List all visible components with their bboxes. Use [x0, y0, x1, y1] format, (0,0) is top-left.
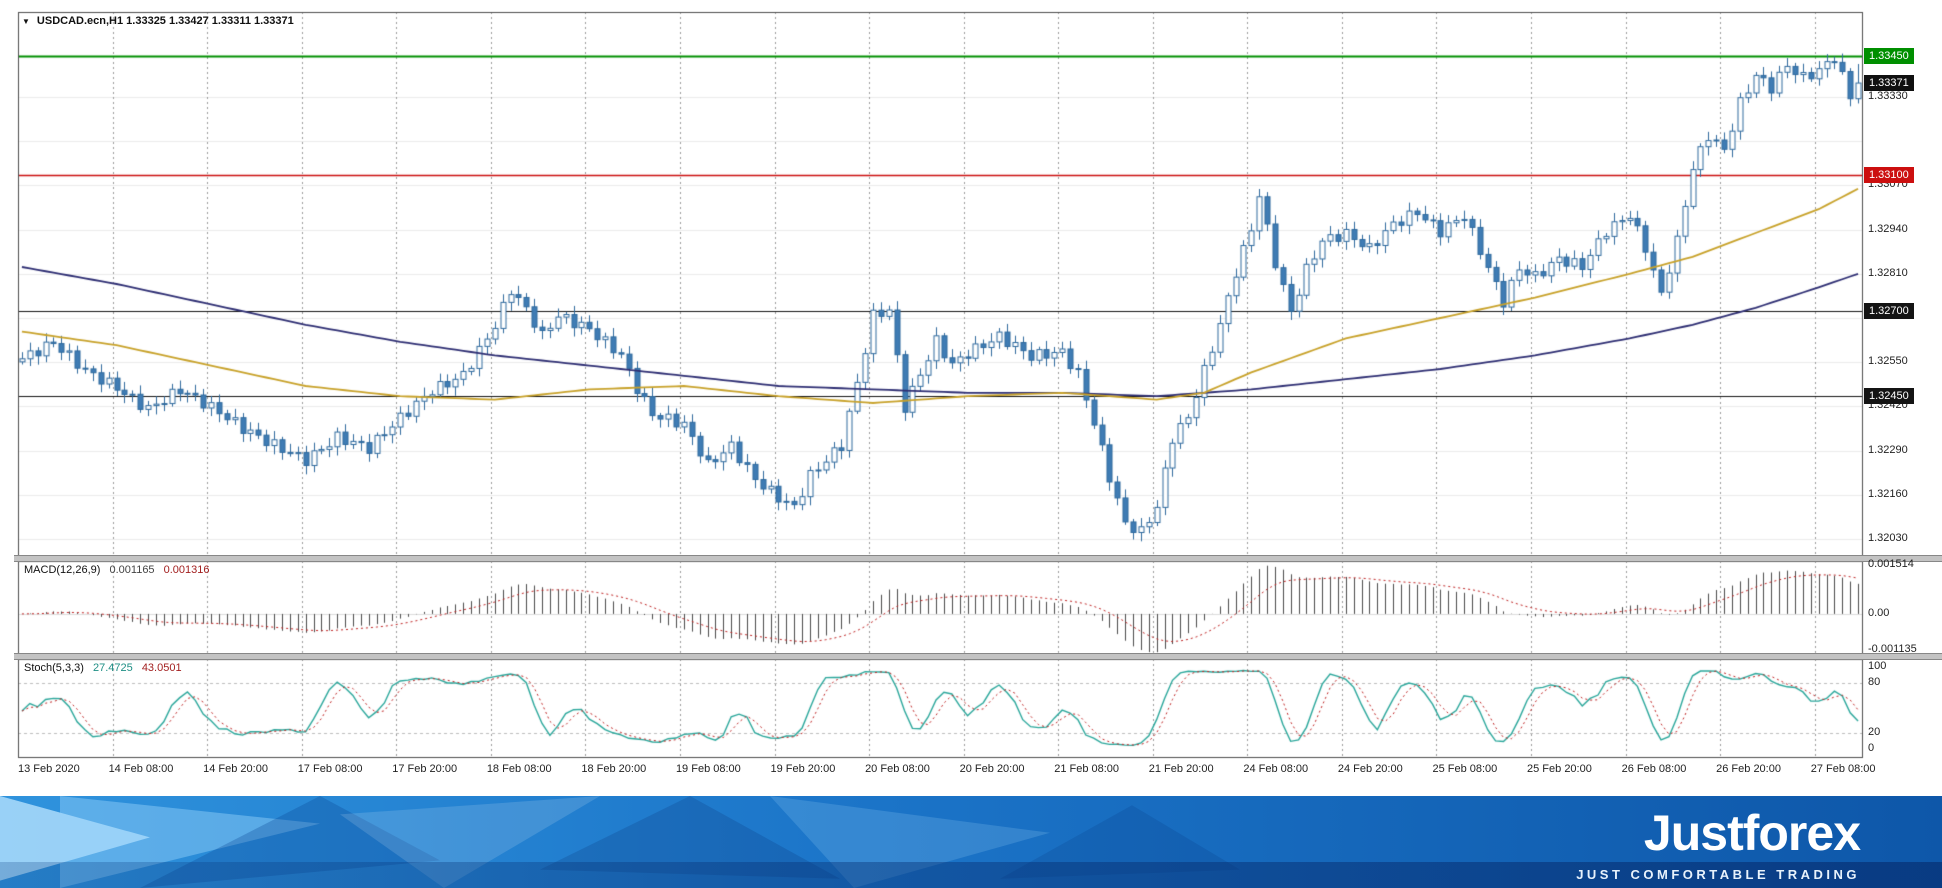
- time-label: 18 Feb 08:00: [486, 763, 552, 775]
- chart-collapse-icon[interactable]: ▼: [22, 16, 30, 26]
- time-label: 24 Feb 08:00: [1243, 763, 1309, 775]
- chart-panels-canvas[interactable]: [0, 0, 1942, 790]
- chart-symbol-caption: ▼ USDCAD.ecn,H1 1.33325 1.33427 1.33311 …: [22, 15, 294, 27]
- panel-separator-stoch[interactable]: [14, 653, 1942, 660]
- time-label: 17 Feb 20:00: [392, 763, 458, 775]
- time-label: 21 Feb 08:00: [1054, 763, 1120, 775]
- macd-signal-value: 0.001316: [163, 564, 210, 576]
- time-label: 19 Feb 08:00: [675, 763, 741, 775]
- time-label: 17 Feb 08:00: [297, 763, 363, 775]
- price-tag-label: 1.33450: [1864, 48, 1914, 65]
- macd-label: MACD(12,26,9): [24, 564, 101, 576]
- macd-indicator-caption: MACD(12,26,9) 0.001165 0.001316: [24, 564, 210, 576]
- axis-tick-label: -0.001135: [1868, 643, 1917, 656]
- time-label: 18 Feb 20:00: [581, 763, 647, 775]
- time-label: 25 Feb 08:00: [1432, 763, 1498, 775]
- axis-tick-label: 100: [1868, 660, 1887, 672]
- time-label: 20 Feb 08:00: [865, 763, 930, 775]
- panel-separator-macd[interactable]: [14, 555, 1942, 562]
- stoch-indicator-caption: Stoch(5,3,3) 27.4725 43.0501: [24, 662, 182, 674]
- axis-tick-label: 1.32810: [1868, 266, 1908, 279]
- time-label: 14 Feb 08:00: [108, 763, 174, 775]
- axis-tick-label: 0: [1868, 742, 1875, 754]
- axis-tick-label: 1.32160: [1868, 487, 1908, 500]
- price-tag-label: 1.32450: [1864, 388, 1914, 405]
- price-tag-label: 1.32700: [1864, 303, 1914, 320]
- time-label: 26 Feb 08:00: [1621, 763, 1687, 775]
- price-tag-label: 1.33100: [1864, 167, 1914, 184]
- justforex-banner: Justforex JUST COMFORTABLE TRADING: [0, 796, 1942, 888]
- symbol-ohlc-label: USDCAD.ecn,H1 1.33325 1.33427 1.33311 1.…: [36, 15, 294, 27]
- banner-bottom-strip: [0, 862, 1942, 888]
- time-axis[interactable]: 13 Feb 2020 14 Feb 08:00 14 Feb 20:00 17 Fe…: [0, 757, 1942, 784]
- price-tag-label: 1.33371: [1864, 75, 1914, 92]
- macd-main-value: 0.001165: [109, 564, 155, 576]
- axis-tick-label: 1.32030: [1868, 532, 1908, 544]
- time-label: 26 Feb 20:00: [1716, 763, 1781, 775]
- time-label: 13 Feb 2020: [18, 763, 80, 775]
- time-label: 24 Feb 20:00: [1337, 763, 1403, 775]
- axis-tick-label: 0.001514: [1868, 558, 1914, 571]
- time-label: 19 Feb 20:00: [770, 763, 836, 775]
- time-label: 27 Feb 08:00: [1810, 763, 1876, 775]
- axis-tick-label: 80: [1868, 676, 1881, 689]
- time-label: 21 Feb 20:00: [1148, 763, 1214, 775]
- axis-tick-label: 1.32940: [1868, 222, 1908, 235]
- axis-tick-label: 20: [1868, 725, 1881, 738]
- time-label: 25 Feb 20:00: [1527, 763, 1592, 775]
- stoch-label: Stoch(5,3,3): [24, 662, 84, 674]
- time-label: 14 Feb 20:00: [203, 763, 268, 775]
- axis-tick-label: 1.33330: [1868, 90, 1908, 102]
- stoch-signal-value: 43.0501: [141, 662, 182, 674]
- time-label: 20 Feb 20:00: [959, 763, 1025, 775]
- price-axis[interactable]: 1.33330 1.33070 1.32940 1.32810 1.32550 1.324…: [1864, 0, 1942, 784]
- axis-tick-label: 1.32290: [1868, 443, 1908, 456]
- axis-tick-label: 1.32550: [1868, 355, 1908, 368]
- justforex-tagline: JUST COMFORTABLE TRADING: [1576, 867, 1860, 882]
- stoch-main-value: 27.4725: [92, 662, 133, 674]
- axis-tick-label: 0.00: [1868, 606, 1890, 619]
- justforex-logo: Justforex: [1643, 805, 1861, 861]
